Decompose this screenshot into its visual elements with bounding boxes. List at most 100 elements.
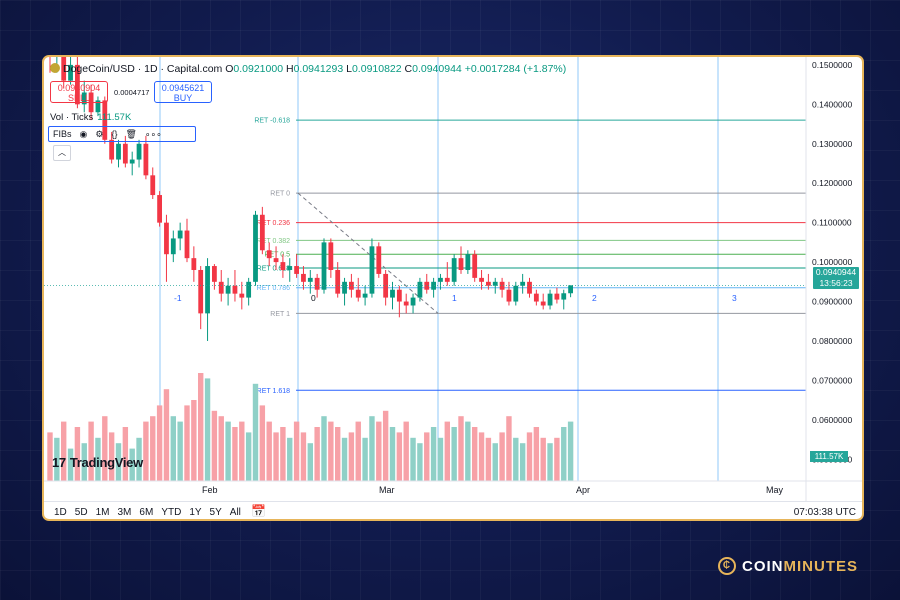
x-tick-label: Mar — [379, 485, 395, 495]
volume-bar — [150, 416, 156, 481]
eye-icon[interactable]: ◉ — [79, 128, 88, 139]
candle-body — [554, 293, 560, 300]
candle-body — [294, 266, 299, 274]
more-icon[interactable]: ∘∘∘ — [144, 128, 162, 139]
x-tick-label: May — [766, 485, 784, 495]
volume-bar — [430, 427, 437, 481]
volume-bar — [472, 427, 478, 481]
volume-bar — [266, 421, 272, 481]
volume-bar — [232, 427, 238, 481]
range-1y[interactable]: 1Y — [189, 507, 202, 518]
buy-button[interactable]: 0.0945621 BUY — [154, 81, 212, 103]
volume-bar — [129, 448, 135, 481]
volume-bar — [547, 443, 553, 481]
symbol-title[interactable]: DogeCoin/USD · 1D · Capital.com — [63, 63, 223, 75]
candle-body — [61, 57, 67, 81]
collapse-legend-button[interactable]: ︿ — [53, 145, 71, 161]
doge-coin-icon — [50, 63, 60, 73]
volume-bar — [348, 432, 355, 481]
range-5y[interactable]: 5Y — [209, 507, 222, 518]
settings-icon[interactable]: ⚙ — [95, 128, 104, 139]
range-3m[interactable]: 3M — [117, 507, 132, 518]
candle-body — [506, 289, 512, 302]
candle-body — [95, 100, 101, 113]
volume-bar — [492, 443, 498, 481]
range-all[interactable]: All — [229, 507, 241, 518]
candle-body — [301, 273, 306, 282]
volume-bar — [287, 437, 293, 481]
candle-body — [499, 281, 505, 290]
current-price: 0.0940944 — [815, 267, 857, 277]
volume-bar — [328, 421, 334, 481]
volume-bar — [341, 437, 348, 481]
time-zone-label: 1 — [452, 293, 457, 303]
candle-body — [75, 64, 80, 105]
volume-bar — [170, 416, 176, 481]
buy-price: 0.0945621 — [161, 83, 205, 93]
sell-label: SELL — [67, 93, 91, 103]
candle-body — [335, 269, 341, 294]
volume-label: Vol · Ticks — [50, 112, 94, 123]
trash-icon[interactable]: 🗑 — [125, 128, 137, 139]
spread-value: 0.0004717 — [114, 88, 150, 97]
y-tick-label: 0.1300000 — [812, 139, 852, 149]
volume-bar — [136, 437, 142, 481]
volume-bar — [108, 432, 115, 481]
candle-body — [396, 289, 402, 302]
volume-bar — [177, 421, 183, 481]
watermark-text: TradingView — [69, 455, 143, 470]
utc-clock[interactable]: 07:03:38 UTC — [793, 507, 856, 518]
range-6m[interactable]: 6M — [139, 507, 154, 518]
volume-tag: 111.57K — [810, 451, 848, 462]
volume-bar — [259, 405, 266, 481]
sell-button[interactable]: 0.0940904 SELL — [50, 81, 108, 103]
range-1d[interactable]: 1D — [54, 507, 67, 518]
candle-body — [533, 293, 539, 302]
range-1m[interactable]: 1M — [95, 507, 110, 518]
volume-bar — [67, 448, 74, 481]
fib-label: FIBs — [53, 129, 72, 139]
open-value: 0.0921000 — [233, 63, 284, 75]
candle-body — [68, 64, 73, 81]
y-tick-label: 0.1500000 — [812, 60, 852, 70]
volume-bar — [389, 427, 396, 481]
volume-bar — [499, 432, 505, 481]
volume-legend[interactable]: Vol · Ticks 111.57K — [50, 112, 131, 123]
range-ytd[interactable]: YTD — [161, 507, 182, 518]
candle-body — [150, 175, 156, 196]
candle-body — [513, 285, 519, 302]
candle-body — [212, 266, 217, 282]
volume-bar — [478, 432, 485, 481]
y-tick-label: 0.0600000 — [812, 415, 852, 425]
candle-body — [81, 92, 87, 105]
change-value: +0.0017284 (+1.87%) — [464, 63, 567, 75]
fib-level-label: RET 1.618 — [257, 388, 290, 395]
candle-body — [362, 293, 368, 298]
fib-level-label: RET 0 — [270, 191, 290, 198]
volume-bar — [218, 416, 224, 481]
volume-bar — [47, 432, 53, 481]
range-5d[interactable]: 5D — [74, 507, 88, 518]
volume-bar — [280, 427, 286, 481]
volume-bar — [417, 443, 423, 481]
candle-body — [369, 246, 375, 294]
candle-body — [444, 277, 450, 282]
close-label: C — [404, 63, 413, 75]
volume-bar — [252, 383, 259, 481]
candle-body — [458, 258, 464, 270]
high-value: 0.0941293 — [293, 63, 344, 75]
calendar-icon[interactable]: 📅 — [251, 504, 266, 518]
candle-body — [218, 281, 224, 294]
price-chart[interactable]: 0.1500000 0.1400000 0.1300000 0.1200000 0.11… — [44, 57, 862, 501]
code-icon[interactable]: {} — [111, 129, 118, 139]
candle-body — [239, 293, 245, 298]
candle-body — [417, 281, 423, 298]
fib-level-label: RET 0.618 — [257, 266, 290, 273]
volume-bar — [451, 427, 457, 481]
volume-bar — [245, 432, 252, 481]
y-tick-label: 0.1200000 — [812, 178, 852, 188]
volume-bar — [204, 378, 211, 481]
candle-body — [102, 100, 108, 140]
fib-level-label: RET 1 — [270, 311, 290, 318]
candle-body — [253, 214, 258, 282]
